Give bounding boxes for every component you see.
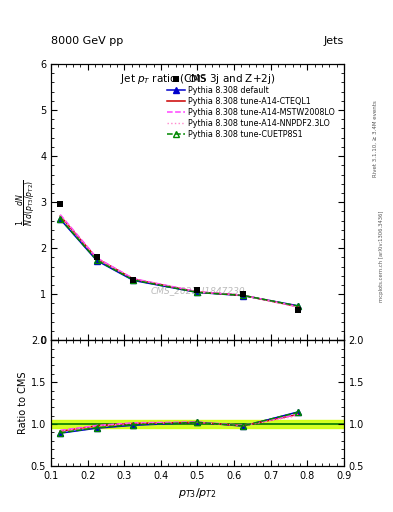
Y-axis label: $\frac{1}{N}\frac{dN}{d(p_{T3}/p_{T2})}$: $\frac{1}{N}\frac{dN}{d(p_{T3}/p_{T2})}$ xyxy=(15,179,39,226)
Pythia 8.308 default xyxy=(131,278,136,284)
Pythia 8.308 tune-A14-NNPDF2.3LO xyxy=(241,292,246,298)
Pythia 8.308 tune-A14-CTEQL1 xyxy=(195,289,200,295)
Pythia 8.308 tune-A14-MSTW2008LO xyxy=(296,304,301,310)
Pythia 8.308 default xyxy=(58,216,62,222)
Pythia 8.308 tune-A14-NNPDF2.3LO xyxy=(131,276,136,282)
Line: CMS: CMS xyxy=(57,201,301,314)
Pythia 8.308 tune-CUETP8S1 xyxy=(131,277,136,283)
CMS xyxy=(58,201,62,207)
Pythia 8.308 default xyxy=(195,289,200,295)
Pythia 8.308 tune-A14-CTEQL1 xyxy=(131,276,136,282)
Pythia 8.308 tune-A14-NNPDF2.3LO xyxy=(94,255,99,262)
Line: Pythia 8.308 default: Pythia 8.308 default xyxy=(57,217,301,309)
Pythia 8.308 tune-CUETP8S1 xyxy=(241,292,246,298)
Pythia 8.308 tune-A14-MSTW2008LO xyxy=(195,289,200,295)
Pythia 8.308 tune-A14-NNPDF2.3LO xyxy=(296,304,301,310)
Legend: CMS, Pythia 8.308 default, Pythia 8.308 tune-A14-CTEQL1, Pythia 8.308 tune-A14-M: CMS, Pythia 8.308 default, Pythia 8.308 … xyxy=(166,74,337,141)
Pythia 8.308 default xyxy=(94,258,99,264)
Pythia 8.308 tune-A14-CTEQL1 xyxy=(94,255,99,262)
Line: Pythia 8.308 tune-A14-NNPDF2.3LO: Pythia 8.308 tune-A14-NNPDF2.3LO xyxy=(60,216,298,307)
CMS xyxy=(131,276,136,283)
Pythia 8.308 default xyxy=(296,303,301,309)
Pythia 8.308 tune-A14-CTEQL1 xyxy=(296,304,301,310)
Line: Pythia 8.308 tune-A14-MSTW2008LO: Pythia 8.308 tune-A14-MSTW2008LO xyxy=(60,215,298,307)
Bar xyxy=(51,420,344,428)
Pythia 8.308 tune-CUETP8S1 xyxy=(195,289,200,295)
CMS xyxy=(241,291,246,297)
Line: Pythia 8.308 tune-CUETP8S1: Pythia 8.308 tune-CUETP8S1 xyxy=(57,216,301,309)
Pythia 8.308 tune-CUETP8S1 xyxy=(94,257,99,263)
Pythia 8.308 tune-A14-CTEQL1 xyxy=(58,213,62,219)
Pythia 8.308 tune-A14-MSTW2008LO xyxy=(94,255,99,261)
Pythia 8.308 tune-A14-MSTW2008LO xyxy=(241,292,246,298)
X-axis label: $p_{T3}/p_{T2}$: $p_{T3}/p_{T2}$ xyxy=(178,486,217,500)
Text: 8000 GeV pp: 8000 GeV pp xyxy=(51,36,123,46)
Line: Pythia 8.308 tune-A14-CTEQL1: Pythia 8.308 tune-A14-CTEQL1 xyxy=(60,216,298,307)
Pythia 8.308 tune-CUETP8S1 xyxy=(58,216,62,222)
Pythia 8.308 tune-A14-NNPDF2.3LO xyxy=(58,212,62,219)
Pythia 8.308 tune-A14-CTEQL1 xyxy=(241,292,246,298)
Pythia 8.308 default xyxy=(241,292,246,298)
Pythia 8.308 tune-A14-NNPDF2.3LO xyxy=(195,289,200,295)
Pythia 8.308 tune-CUETP8S1 xyxy=(296,303,301,309)
Text: Rivet 3.1.10, ≥ 3.4M events: Rivet 3.1.10, ≥ 3.4M events xyxy=(373,100,378,177)
Pythia 8.308 tune-A14-MSTW2008LO xyxy=(131,275,136,282)
Text: Jets: Jets xyxy=(323,36,344,46)
Text: CMS_2021_I1847230: CMS_2021_I1847230 xyxy=(150,286,245,295)
Text: Jet $p_T$ ratio (CMS 3j and Z+2j): Jet $p_T$ ratio (CMS 3j and Z+2j) xyxy=(120,72,275,87)
CMS xyxy=(195,287,200,293)
Y-axis label: Ratio to CMS: Ratio to CMS xyxy=(18,372,28,434)
CMS xyxy=(296,307,301,313)
Pythia 8.308 tune-A14-MSTW2008LO xyxy=(58,211,62,218)
Text: mcplots.cern.ch [arXiv:1306.3436]: mcplots.cern.ch [arXiv:1306.3436] xyxy=(380,210,384,302)
CMS xyxy=(94,253,99,260)
